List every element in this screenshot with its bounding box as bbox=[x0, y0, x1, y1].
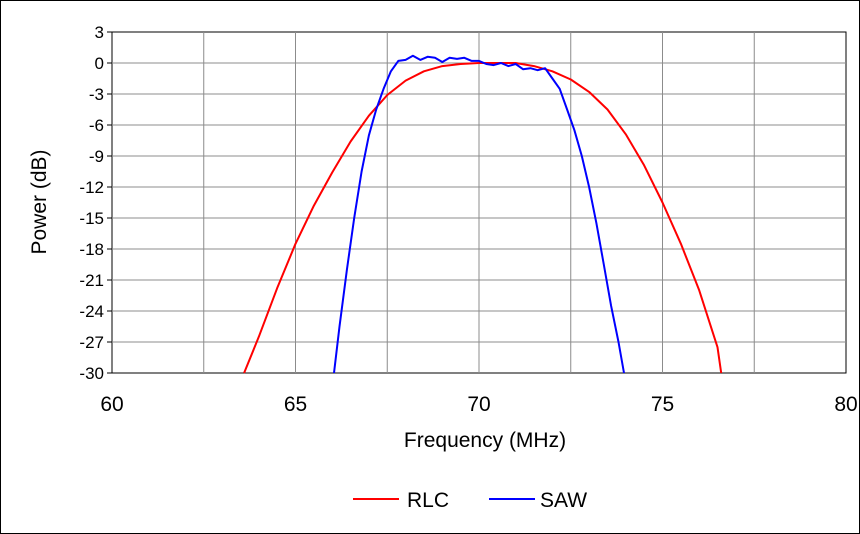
x-tick-label: 60 bbox=[100, 393, 123, 416]
legend-label: SAW bbox=[540, 489, 587, 512]
y-tick-label: 0 bbox=[95, 54, 104, 73]
y-tick-label: -21 bbox=[79, 271, 104, 290]
y-tick-label: -18 bbox=[79, 240, 104, 259]
y-tick-label: 3 bbox=[95, 23, 104, 42]
y-tick-label: -3 bbox=[89, 85, 104, 104]
grid-lines bbox=[107, 31, 846, 374]
series-line-rlc bbox=[243, 62, 723, 374]
legend: RLC SAW bbox=[353, 489, 587, 512]
y-tick-label: -9 bbox=[89, 147, 104, 166]
y-tick-label: -30 bbox=[79, 364, 104, 383]
series-line-saw bbox=[333, 54, 625, 374]
y-axis-label: Power (dB) bbox=[28, 149, 51, 254]
x-tick-label: 75 bbox=[651, 393, 674, 416]
y-tick-label: -27 bbox=[79, 333, 104, 352]
x-tick-labels: 60 65 70 75 80 bbox=[100, 393, 857, 416]
x-axis-label: Frequency (MHz) bbox=[404, 429, 566, 452]
legend-item-rlc: RLC bbox=[353, 489, 449, 512]
legend-label: RLC bbox=[407, 489, 449, 512]
y-tick-labels: 3 0 -3 -6 -9 -12 -15 -18 -21 -24 -27 -30 bbox=[79, 23, 104, 383]
x-tick-label: 80 bbox=[834, 393, 857, 416]
series-group bbox=[243, 54, 723, 374]
y-tick-label: -15 bbox=[79, 209, 104, 228]
legend-item-saw: SAW bbox=[489, 489, 587, 512]
x-tick-label: 70 bbox=[467, 393, 490, 416]
y-tick-label: -12 bbox=[79, 178, 104, 197]
y-tick-label: -24 bbox=[79, 302, 104, 321]
x-tick-label: 65 bbox=[284, 393, 307, 416]
y-tick-label: -6 bbox=[89, 116, 104, 135]
